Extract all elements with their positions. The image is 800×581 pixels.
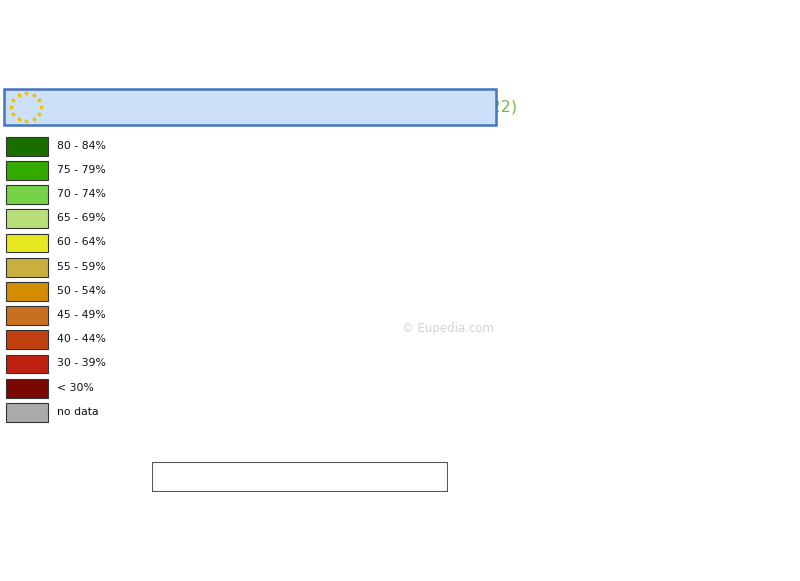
Text: © Eupedia.com: © Eupedia.com [402,322,494,335]
